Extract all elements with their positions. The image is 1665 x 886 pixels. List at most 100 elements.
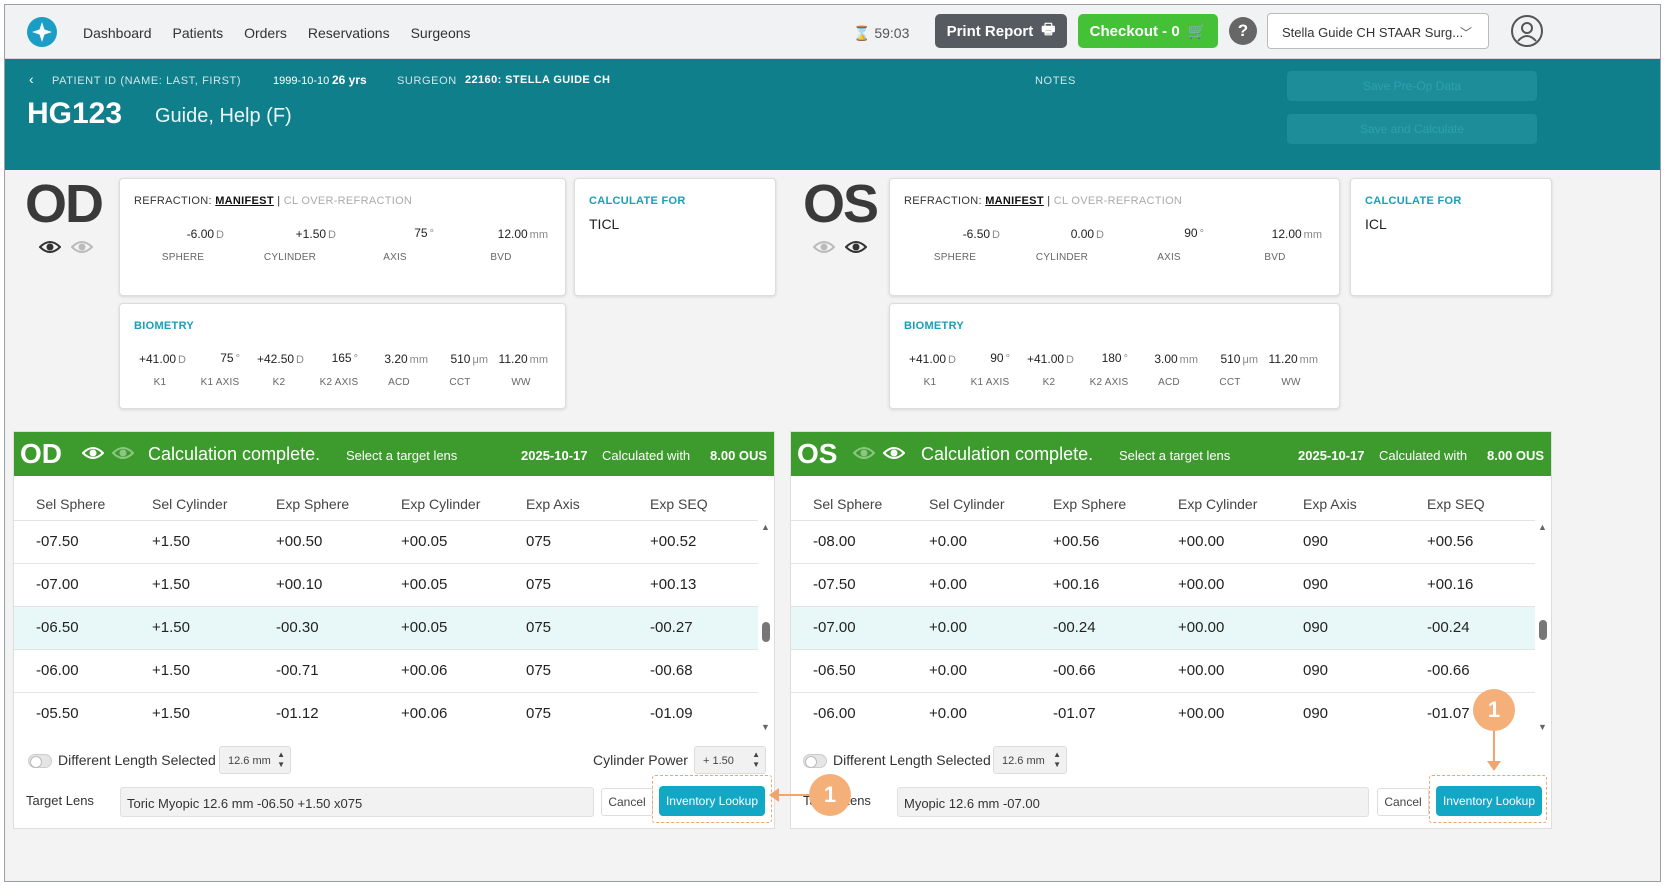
table-row[interactable]: -05.50 +1.50 -01.12 +00.06 075 -01.09 xyxy=(14,692,758,735)
table-row[interactable]: -06.00 +1.50 -00.71 +00.06 075 -00.68 xyxy=(14,649,758,692)
os-k1[interactable]: +41.00 D xyxy=(909,352,956,366)
eye-open-icon[interactable] xyxy=(845,239,867,255)
od-acd[interactable]: 3.20 mm xyxy=(384,352,428,366)
table-row[interactable]: -06.00 +0.00 -01.07 +00.00 090 -01.07 xyxy=(791,692,1535,735)
scroll-down-icon[interactable]: ▼ xyxy=(761,722,770,732)
od-scrollbar[interactable]: ▲ ▼ xyxy=(760,522,772,732)
table-row[interactable]: -07.00 +0.00 -00.24 +00.00 090 -00.24 xyxy=(791,606,1535,649)
od-inventory-lookup-button[interactable]: Inventory Lookup xyxy=(659,786,765,816)
od-k2[interactable]: +42.50 D xyxy=(257,352,304,366)
od-target-lens-value: Toric Myopic 12.6 mm -06.50 +1.50 x075 xyxy=(127,796,363,811)
table-cell: -00.24 xyxy=(1053,619,1096,636)
eye-dim-icon[interactable] xyxy=(71,239,93,255)
nav-dashboard[interactable]: Dashboard xyxy=(83,25,152,41)
cl-over-refraction-tab[interactable]: CL OVER-REFRACTION xyxy=(1053,195,1183,207)
os-ww[interactable]: 11.20 mm xyxy=(1268,352,1318,366)
col-exp-axis[interactable]: Exp Axis xyxy=(526,496,580,512)
os-bvd[interactable]: 12.00 mm xyxy=(1271,227,1322,241)
od-sphere[interactable]: -6.00 D xyxy=(186,227,224,241)
eye-open-icon[interactable] xyxy=(882,445,906,466)
help-icon[interactable]: ? xyxy=(1229,17,1257,45)
col-exp-sphere[interactable]: Exp Sphere xyxy=(276,496,350,512)
col-exp-seq[interactable]: Exp SEQ xyxy=(1427,496,1485,512)
os-scrollbar[interactable]: ▲ ▼ xyxy=(1537,522,1549,732)
table-row[interactable]: -06.50 +1.50 -00.30 +00.05 075 -00.27 xyxy=(14,606,758,649)
table-cell: +00.06 xyxy=(401,705,448,722)
od-target-lens-field[interactable]: Toric Myopic 12.6 mm -06.50 +1.50 x075 xyxy=(120,787,594,817)
table-row[interactable]: -08.00 +0.00 +00.56 +00.00 090 +00.56 xyxy=(791,520,1535,563)
eye-dim-icon[interactable] xyxy=(852,445,876,466)
od-k1-axis[interactable]: 75 ° xyxy=(220,351,240,365)
eye-open-icon[interactable] xyxy=(39,239,61,255)
nav-patients[interactable]: Patients xyxy=(172,25,224,41)
od-k1[interactable]: +41.00 D xyxy=(139,352,186,366)
os-k2[interactable]: +41.00 D xyxy=(1027,352,1074,366)
nav-surgeons[interactable]: Surgeons xyxy=(410,25,471,41)
logo-icon[interactable] xyxy=(27,17,57,47)
os-axis[interactable]: 90 ° xyxy=(1184,226,1204,240)
stepper-arrows-icon[interactable]: ▲ ▼ xyxy=(1053,750,1061,769)
col-sel-cylinder[interactable]: Sel Cylinder xyxy=(929,496,1005,512)
od-cylinder-power-stepper[interactable]: + 1.50 ▲ ▼ xyxy=(694,746,766,774)
os-cct[interactable]: 510 μm xyxy=(1220,352,1258,366)
os-k2-axis[interactable]: 180 ° xyxy=(1101,351,1128,365)
od-cylinder[interactable]: +1.50 D xyxy=(295,227,336,241)
eye-open-icon[interactable] xyxy=(81,445,105,466)
os-sphere[interactable]: -6.50 D xyxy=(962,227,1000,241)
od-axis[interactable]: 75 ° xyxy=(414,226,434,240)
col-exp-cylinder[interactable]: Exp Cylinder xyxy=(401,496,481,512)
col-exp-cylinder[interactable]: Exp Cylinder xyxy=(1178,496,1258,512)
os-inventory-lookup-button[interactable]: Inventory Lookup xyxy=(1436,786,1542,816)
od-k2-axis[interactable]: 165 ° xyxy=(331,351,358,365)
col-sel-sphere[interactable]: Sel Sphere xyxy=(36,496,106,512)
os-acd[interactable]: 3.00 mm xyxy=(1154,352,1198,366)
scroll-up-icon[interactable]: ▲ xyxy=(1538,522,1547,532)
os-k1-axis[interactable]: 90 ° xyxy=(990,351,1010,365)
print-report-button[interactable]: Print Report 🖶 xyxy=(935,14,1067,48)
table-row[interactable]: -07.50 +1.50 +00.50 +00.05 075 +00.52 xyxy=(14,520,758,563)
nav-orders[interactable]: Orders xyxy=(244,25,287,41)
manifest-tab[interactable]: MANIFEST xyxy=(985,195,1044,207)
table-row[interactable]: -07.00 +1.50 +00.10 +00.05 075 +00.13 xyxy=(14,563,758,606)
col-sel-cylinder[interactable]: Sel Cylinder xyxy=(152,496,228,512)
scroll-up-icon[interactable]: ▲ xyxy=(761,522,770,532)
os-cylinder[interactable]: 0.00 D xyxy=(1070,227,1104,241)
save-calculate-button[interactable]: Save and Calculate xyxy=(1287,114,1537,144)
user-avatar-icon[interactable] xyxy=(1511,15,1543,47)
os-eye-toggle xyxy=(813,239,867,255)
od-calc-eye: OD xyxy=(20,438,62,469)
od-different-length-toggle[interactable] xyxy=(28,754,52,768)
save-preop-button[interactable]: Save Pre-Op Data xyxy=(1287,71,1537,101)
od-ww[interactable]: 11.20 mm xyxy=(498,352,548,366)
surgeon-select[interactable]: Stella Guide CH STAAR Surg... ﹀ xyxy=(1267,13,1489,49)
os-target-lens-field[interactable]: Myopic 12.6 mm -07.00 xyxy=(897,787,1369,817)
os-different-length-toggle[interactable] xyxy=(803,754,827,768)
os-calculate-for-value[interactable]: ICL xyxy=(1365,216,1387,232)
stepper-arrows-icon[interactable]: ▲ ▼ xyxy=(277,750,285,769)
checkout-button[interactable]: Checkout - 0 🛒 xyxy=(1078,14,1218,48)
col-sel-sphere[interactable]: Sel Sphere xyxy=(813,496,883,512)
table-cell: +0.00 xyxy=(929,705,967,722)
eye-dim-icon[interactable] xyxy=(111,445,135,466)
col-exp-axis[interactable]: Exp Axis xyxy=(1303,496,1357,512)
table-row[interactable]: -06.50 +0.00 -00.66 +00.00 090 -00.66 xyxy=(791,649,1535,692)
scroll-thumb[interactable] xyxy=(1539,620,1547,640)
scroll-down-icon[interactable]: ▼ xyxy=(1538,722,1547,732)
os-cancel-button[interactable]: Cancel xyxy=(1377,788,1429,816)
col-exp-sphere[interactable]: Exp Sphere xyxy=(1053,496,1127,512)
scroll-thumb[interactable] xyxy=(762,622,770,642)
os-length-stepper[interactable]: 12.6 mm ▲ ▼ xyxy=(993,746,1067,774)
col-exp-seq[interactable]: Exp SEQ xyxy=(650,496,708,512)
back-chevron-icon[interactable]: ‹ xyxy=(29,71,34,87)
od-length-stepper[interactable]: 12.6 mm ▲ ▼ xyxy=(219,746,291,774)
od-calculate-for-value[interactable]: TICL xyxy=(589,216,620,232)
od-cct[interactable]: 510 μm xyxy=(450,352,488,366)
table-row[interactable]: -07.50 +0.00 +00.16 +00.00 090 +00.16 xyxy=(791,563,1535,606)
manifest-tab[interactable]: MANIFEST xyxy=(215,195,274,207)
stepper-arrows-icon[interactable]: ▲ ▼ xyxy=(752,750,760,769)
eye-dim-icon[interactable] xyxy=(813,239,835,255)
od-cancel-button[interactable]: Cancel xyxy=(601,788,653,816)
nav-reservations[interactable]: Reservations xyxy=(307,25,390,41)
od-bvd[interactable]: 12.00 mm xyxy=(497,227,548,241)
cl-over-refraction-tab[interactable]: CL OVER-REFRACTION xyxy=(283,195,413,207)
